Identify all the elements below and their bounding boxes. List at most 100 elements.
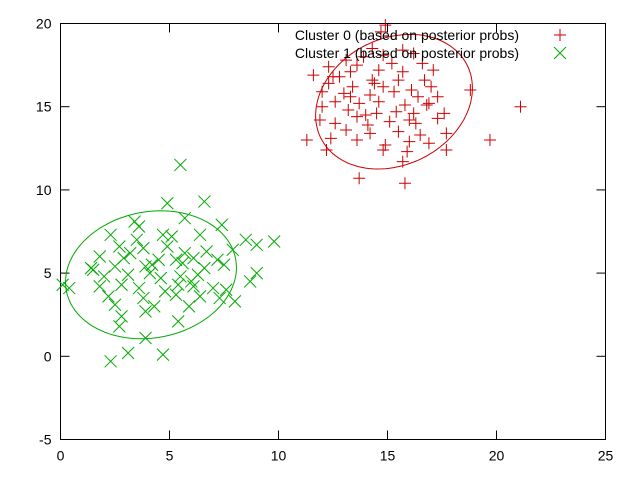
cluster-0-ellipse <box>315 33 473 170</box>
cluster-1-point <box>178 246 192 260</box>
cluster-1-point <box>147 300 161 313</box>
cluster-1-point <box>93 280 107 293</box>
cluster-0-point <box>340 123 353 136</box>
cluster-0-point <box>377 49 390 62</box>
cluster-0-point <box>342 104 355 117</box>
y-tick-label: 20 <box>36 16 52 32</box>
cluster-1-point <box>226 243 240 257</box>
cluster-1-point <box>169 253 183 267</box>
cluster-1-point <box>198 195 211 208</box>
cluster-0-point <box>392 125 405 138</box>
cluster-1-point <box>211 253 224 267</box>
cluster-0-point <box>379 138 392 151</box>
cluster-0-point <box>377 143 390 156</box>
cluster-1-point <box>104 228 117 242</box>
cluster-1-point <box>174 158 187 172</box>
cluster-0-point <box>396 65 409 78</box>
cluster-1-point <box>62 281 76 295</box>
cluster-0-point <box>425 80 438 93</box>
legend: Cluster 0 (based on posterior probs) Clu… <box>295 27 567 61</box>
cluster-1-point <box>121 268 135 282</box>
cluster-1-point <box>152 253 165 267</box>
legend-swatch-cluster-1 <box>553 46 567 60</box>
x-tick-label: 10 <box>271 448 287 464</box>
cluster-0-point <box>403 135 416 148</box>
cluster-0-point <box>409 117 422 130</box>
cluster-1-point <box>132 220 146 233</box>
x-tick-label: 5 <box>166 448 174 464</box>
cluster-1-point <box>187 280 200 293</box>
cluster-1-point <box>86 263 100 277</box>
cluster-0-point <box>420 99 433 112</box>
plot-frame <box>60 23 606 440</box>
cluster-1-point <box>171 315 185 328</box>
cluster-0-point <box>422 137 435 150</box>
cluster-0-point <box>366 74 379 87</box>
cluster-0-point <box>440 127 453 140</box>
y-tick-label: 0 <box>44 348 52 364</box>
cluster-0-point <box>407 47 420 60</box>
cluster-0-point <box>398 177 411 190</box>
cluster-1-point <box>213 291 226 305</box>
cluster-1-point <box>136 241 150 255</box>
cluster-0-point <box>329 95 342 108</box>
cluster-1-point <box>97 270 111 283</box>
cluster-0-point <box>396 44 409 57</box>
cluster-1-point <box>178 211 192 225</box>
cluster-1-point <box>115 310 128 323</box>
cluster-0-point <box>366 42 379 55</box>
cluster-1-point <box>108 260 122 273</box>
cluster-0-point <box>322 60 335 73</box>
cluster-0-point <box>316 85 329 98</box>
cluster-1-point <box>104 354 117 368</box>
cluster-1-point <box>108 298 122 312</box>
legend-label-cluster-1: Cluster 1 (based on posterior probs) <box>295 45 519 61</box>
cluster-0-point <box>316 100 329 113</box>
cluster-0-point <box>359 109 372 122</box>
cluster-0-point <box>372 95 385 108</box>
cluster-0-point <box>346 80 359 93</box>
cluster-1-point <box>139 331 152 345</box>
axis-ticks: 0 5 10 15 20 25 -5 0 5 10 15 20 <box>36 16 614 464</box>
cluster-0-point <box>414 128 427 141</box>
cluster-1-point <box>171 278 185 292</box>
cluster-0-point <box>431 90 444 103</box>
cluster-0-point <box>320 143 333 156</box>
cluster-0-point <box>353 172 366 185</box>
y-tick-label: 5 <box>44 265 52 281</box>
cluster-1-point <box>123 246 137 260</box>
cluster-0-point <box>350 133 363 146</box>
x-tick-label: 20 <box>489 448 505 464</box>
cluster-0-point <box>374 25 387 38</box>
cluster-1-point <box>132 281 146 295</box>
cluster-0-point <box>514 100 527 113</box>
cluster-0-point <box>324 132 337 145</box>
cluster-1-point <box>165 230 179 243</box>
cluster-0-point <box>353 97 366 110</box>
cluster-1-point <box>219 283 233 297</box>
cluster-1-point <box>102 290 115 303</box>
cluster-0-point <box>438 107 451 120</box>
cluster-0-point <box>398 99 411 112</box>
cluster-1-point <box>239 233 253 247</box>
cluster-0-point <box>313 114 326 127</box>
cluster-1-point <box>176 256 189 270</box>
cluster-0-point <box>357 50 370 63</box>
cluster-0-point <box>364 89 377 102</box>
cluster-0-point <box>405 84 418 97</box>
cluster-0-point <box>483 133 496 146</box>
cluster-0-point <box>350 59 363 72</box>
cluster-ellipses <box>64 33 473 340</box>
cluster-0-point <box>379 19 392 32</box>
cluster-0-point <box>329 117 342 130</box>
cluster-1-point <box>145 258 159 272</box>
cluster-0-point <box>344 90 357 103</box>
cluster-1-point <box>243 275 257 288</box>
cluster-1-point <box>267 235 281 248</box>
cluster-1-point <box>217 258 231 272</box>
cluster-0-point <box>464 84 477 97</box>
legend-swatches <box>553 29 567 60</box>
cluster-1-point <box>56 278 70 292</box>
cluster-0-point <box>403 114 416 127</box>
